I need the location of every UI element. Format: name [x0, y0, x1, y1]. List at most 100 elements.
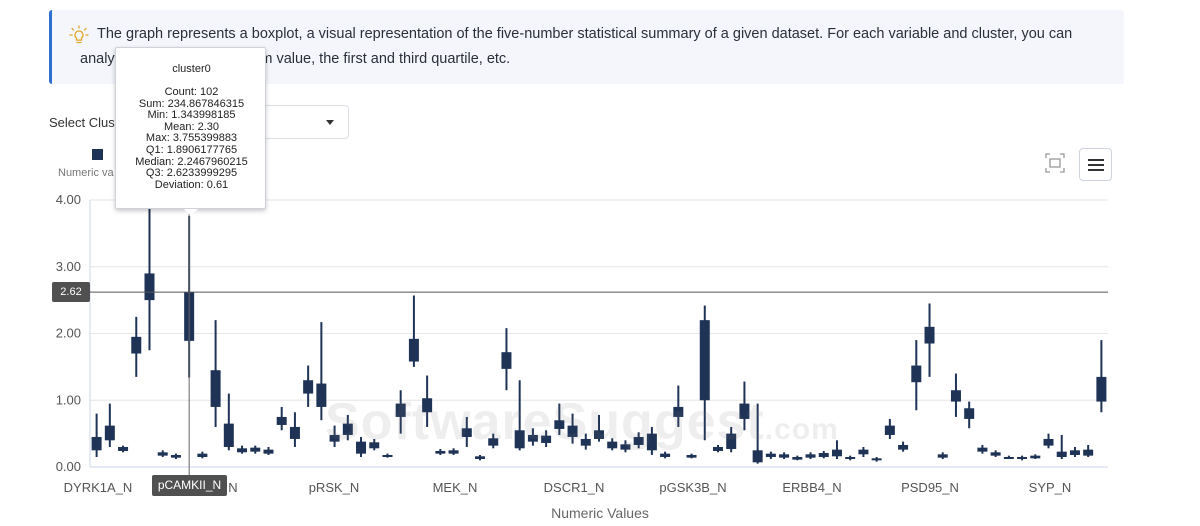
- box-body[interactable]: [170, 454, 181, 458]
- box-body[interactable]: [1069, 450, 1080, 455]
- box-body[interactable]: [237, 448, 248, 453]
- box-body[interactable]: [818, 452, 829, 457]
- box-body[interactable]: [475, 456, 486, 459]
- box-body[interactable]: [157, 452, 168, 456]
- box-body[interactable]: [223, 423, 234, 447]
- chevron-down-icon: [326, 120, 334, 125]
- box-body[interactable]: [541, 435, 552, 443]
- box-body[interactable]: [131, 336, 142, 354]
- crosshair-x-badge: pCAMKII_N: [152, 475, 227, 496]
- box-body[interactable]: [554, 420, 565, 429]
- box-body[interactable]: [607, 441, 618, 449]
- info-text-line2-end: imum value, the first and third quartile…: [236, 51, 511, 67]
- box-body[interactable]: [369, 442, 380, 449]
- box-body[interactable]: [144, 273, 155, 301]
- box-body[interactable]: [699, 320, 710, 401]
- box-body[interactable]: [580, 438, 591, 446]
- fit-screen-icon[interactable]: [1044, 152, 1066, 174]
- box-body[interactable]: [686, 454, 697, 458]
- x-tick-label: pRSK_N: [309, 480, 360, 495]
- box-body[interactable]: [739, 403, 750, 419]
- box-body[interactable]: [898, 444, 909, 450]
- box-body[interactable]: [250, 447, 261, 452]
- x-tick-label: PSD95_N: [901, 480, 959, 495]
- lightbulb-icon: [69, 25, 89, 44]
- box-body[interactable]: [871, 458, 882, 461]
- watermark-main: SoftwareSuggest: [325, 393, 765, 451]
- legend-swatch[interactable]: [92, 149, 103, 160]
- box-body[interactable]: [712, 446, 723, 451]
- box-body[interactable]: [118, 446, 129, 451]
- box-body[interactable]: [858, 449, 869, 455]
- box-body[interactable]: [1056, 451, 1067, 457]
- box-body[interactable]: [673, 406, 684, 417]
- box-body[interactable]: [527, 434, 538, 442]
- box-body[interactable]: [289, 426, 300, 439]
- x-tick-label: DYRK1A_N: [64, 480, 133, 495]
- box-body[interactable]: [1096, 376, 1107, 402]
- box-body[interactable]: [501, 352, 512, 369]
- box-body[interactable]: [104, 425, 115, 441]
- box-body[interactable]: [263, 449, 274, 454]
- x-tick-label: DSCR1_N: [544, 480, 605, 495]
- tooltip-line: Deviation: 0.61: [154, 178, 229, 191]
- y-tick-label: 3.00: [56, 259, 81, 274]
- box-body[interactable]: [448, 450, 459, 454]
- box-body[interactable]: [91, 436, 102, 451]
- box-body[interactable]: [884, 425, 895, 435]
- box-body[interactable]: [845, 456, 856, 459]
- x-tick-label: pGSK3B_N: [659, 480, 726, 495]
- x-axis-title: Numeric Values: [551, 505, 649, 521]
- box-body[interactable]: [924, 326, 935, 344]
- box-body[interactable]: [356, 441, 367, 454]
- box-body[interactable]: [408, 338, 419, 362]
- box-body[interactable]: [488, 438, 499, 446]
- select-cluster-label: Select Clust: [49, 115, 119, 130]
- box-body[interactable]: [990, 452, 1001, 456]
- box-body[interactable]: [646, 433, 657, 451]
- box-body[interactable]: [1003, 456, 1014, 459]
- box-body[interactable]: [792, 456, 803, 460]
- box-body[interactable]: [1030, 455, 1041, 459]
- watermark: SoftwareSuggest.com: [325, 392, 839, 452]
- box-body[interactable]: [422, 398, 433, 413]
- box-body[interactable]: [752, 450, 763, 463]
- box-body[interactable]: [567, 425, 578, 437]
- y-tick-label: 2.00: [56, 326, 81, 341]
- box-body[interactable]: [726, 433, 737, 449]
- box-body[interactable]: [342, 423, 353, 435]
- tooltip-line: Max: 3.755399883: [145, 132, 238, 145]
- box-body[interactable]: [1017, 456, 1028, 459]
- tooltip: cluster0 Count: 102 Sum: 234.867846315 Min…: [115, 47, 266, 216]
- box-body[interactable]: [765, 453, 776, 457]
- box-body[interactable]: [937, 454, 948, 458]
- box-body[interactable]: [329, 434, 340, 442]
- box-body[interactable]: [1043, 438, 1054, 446]
- box-body[interactable]: [210, 370, 221, 407]
- box-body[interactable]: [977, 447, 988, 452]
- box-body[interactable]: [805, 454, 816, 458]
- box-body[interactable]: [276, 416, 287, 425]
- hamburger-menu-icon[interactable]: [1079, 148, 1112, 181]
- box-body[interactable]: [382, 454, 393, 457]
- box-body[interactable]: [964, 408, 975, 419]
- box-body[interactable]: [435, 450, 446, 454]
- box-body[interactable]: [911, 365, 922, 383]
- box-body[interactable]: [831, 449, 842, 457]
- box-body[interactable]: [1083, 449, 1094, 456]
- box-body[interactable]: [514, 430, 525, 449]
- box-body[interactable]: [594, 430, 604, 439]
- x-tick-label: N: [228, 480, 237, 495]
- box-body[interactable]: [950, 390, 961, 402]
- box-body[interactable]: [197, 453, 208, 457]
- box-body[interactable]: [779, 454, 790, 458]
- box-body[interactable]: [633, 436, 644, 445]
- box-body[interactable]: [395, 403, 406, 417]
- box-body[interactable]: [461, 428, 472, 437]
- tooltip-title: cluster0: [172, 63, 211, 75]
- box-body[interactable]: [303, 380, 314, 394]
- box-body[interactable]: [660, 453, 671, 457]
- box-body[interactable]: [316, 383, 327, 407]
- box-body[interactable]: [620, 444, 631, 450]
